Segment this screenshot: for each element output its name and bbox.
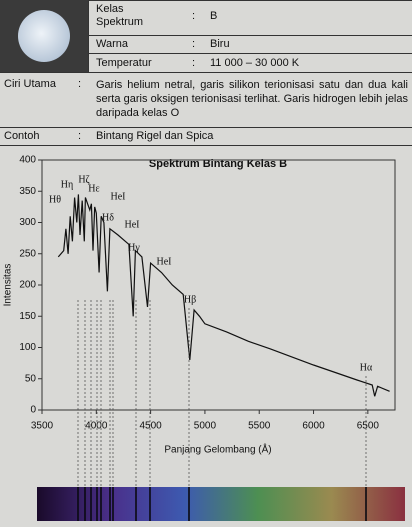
x-tick-label: 6000 <box>302 421 325 432</box>
absorption-line <box>96 487 98 521</box>
x-axis-label: Panjang Gelombang (Å) <box>164 443 271 456</box>
absorption-line <box>112 487 114 521</box>
y-tick-label: 150 <box>19 311 36 322</box>
absorption-line <box>100 487 102 521</box>
star <box>18 10 70 62</box>
line-label: Hε <box>88 183 99 194</box>
star-image <box>0 0 89 72</box>
line-label: Hδ <box>102 212 114 223</box>
y-tick-label: 200 <box>19 280 36 291</box>
line-label: Hβ <box>184 294 196 305</box>
y-tick-label: 300 <box>19 217 36 228</box>
separator: : <box>192 57 196 69</box>
absorption-line <box>90 487 92 521</box>
line-label: Hθ <box>49 194 61 205</box>
row-label: Temperatur <box>96 57 152 69</box>
spectrum-line <box>57 194 390 397</box>
separator: : <box>192 38 196 50</box>
y-tick-label: 50 <box>25 373 37 384</box>
x-tick-label: 4000 <box>85 421 108 432</box>
x-tick-label: 5500 <box>248 421 271 432</box>
x-tick-label: 5000 <box>194 421 217 432</box>
line-label: Hζ <box>78 174 89 185</box>
absorption-line <box>149 487 151 521</box>
absorption-line <box>135 487 137 521</box>
row-label: Warna <box>96 38 128 50</box>
separator: : <box>192 10 196 22</box>
line-label: Hγ <box>128 242 140 253</box>
y-tick-label: 250 <box>19 248 36 259</box>
line-label: HeI <box>111 191 126 202</box>
separator: : <box>78 78 82 90</box>
absorption-line <box>109 487 111 521</box>
absorption-line <box>77 487 79 521</box>
row-label: Kelas Spektrum <box>96 3 144 28</box>
chart-title: Spektrum Bintang Kelas B <box>149 158 287 170</box>
y-tick-label: 0 <box>30 405 36 416</box>
row-value: B <box>210 10 218 22</box>
separator: : <box>78 130 82 142</box>
row-label: Ciri Utama <box>4 78 56 90</box>
row-value: Biru <box>210 38 230 50</box>
rule <box>0 0 412 1</box>
absorption-line <box>84 487 86 521</box>
x-tick-label: 3500 <box>31 421 54 432</box>
absorption-line <box>365 487 367 521</box>
line-label: HeI <box>125 219 140 230</box>
row-value: 11 000 – 30 000 K <box>210 57 300 69</box>
spectrum-strip <box>37 487 405 521</box>
y-tick-label: 100 <box>19 342 36 353</box>
x-tick-label: 6500 <box>357 421 380 432</box>
row-text: Bintang Rigel dan Spica <box>96 130 214 142</box>
line-label: HeI <box>157 256 172 267</box>
plot-frame <box>41 159 396 411</box>
y-axis-label: Intensitas <box>3 264 14 307</box>
x-tick-label: 4500 <box>139 421 162 432</box>
line-label: Hη <box>61 179 73 190</box>
y-tick-label: 400 <box>19 155 36 166</box>
y-tick-label: 350 <box>19 186 36 197</box>
row-text: Garis helium netral, garis silikon terio… <box>96 79 408 119</box>
row-label: Contoh <box>4 130 40 142</box>
line-label: Hα <box>360 362 373 373</box>
absorption-line <box>188 487 190 521</box>
